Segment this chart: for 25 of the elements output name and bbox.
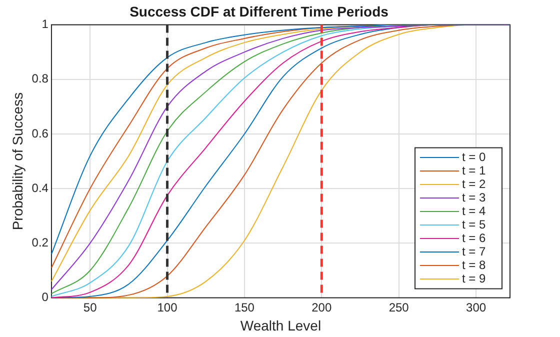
y-tick-label: 0.6 xyxy=(32,126,49,140)
legend-label: t = 4 xyxy=(462,204,486,218)
legend-label: t = 9 xyxy=(462,271,486,286)
y-tick-label: 0.4 xyxy=(32,180,49,195)
legend-label: t = 3 xyxy=(462,190,486,204)
legend-label: t = 0 xyxy=(462,150,486,164)
legend-label: t = 8 xyxy=(462,258,486,272)
legend-label: t = 1 xyxy=(462,163,486,178)
x-tick-label: 150 xyxy=(234,300,255,314)
x-tick-label: 100 xyxy=(157,300,178,314)
chart-title: Success CDF at Different Time Periods xyxy=(130,3,389,20)
x-tick-label: 250 xyxy=(388,300,410,314)
y-tick-label: 1 xyxy=(42,17,49,32)
y-tick-label: 0 xyxy=(42,290,49,304)
legend-label: t = 6 xyxy=(462,230,486,245)
x-tick-label: 50 xyxy=(83,300,98,314)
legend-label: t = 5 xyxy=(462,217,486,232)
x-tick-label: 300 xyxy=(466,300,486,314)
x-axis-title: Wealth Level xyxy=(240,317,322,334)
y-tick-label: 0.2 xyxy=(32,236,49,250)
y-tick-label: 0.8 xyxy=(32,72,49,86)
legend-label: t = 2 xyxy=(462,176,486,191)
x-tick-label: 200 xyxy=(312,300,332,314)
y-axis-title: Probability of Success xyxy=(9,92,26,230)
legend-label: t = 7 xyxy=(462,244,486,258)
